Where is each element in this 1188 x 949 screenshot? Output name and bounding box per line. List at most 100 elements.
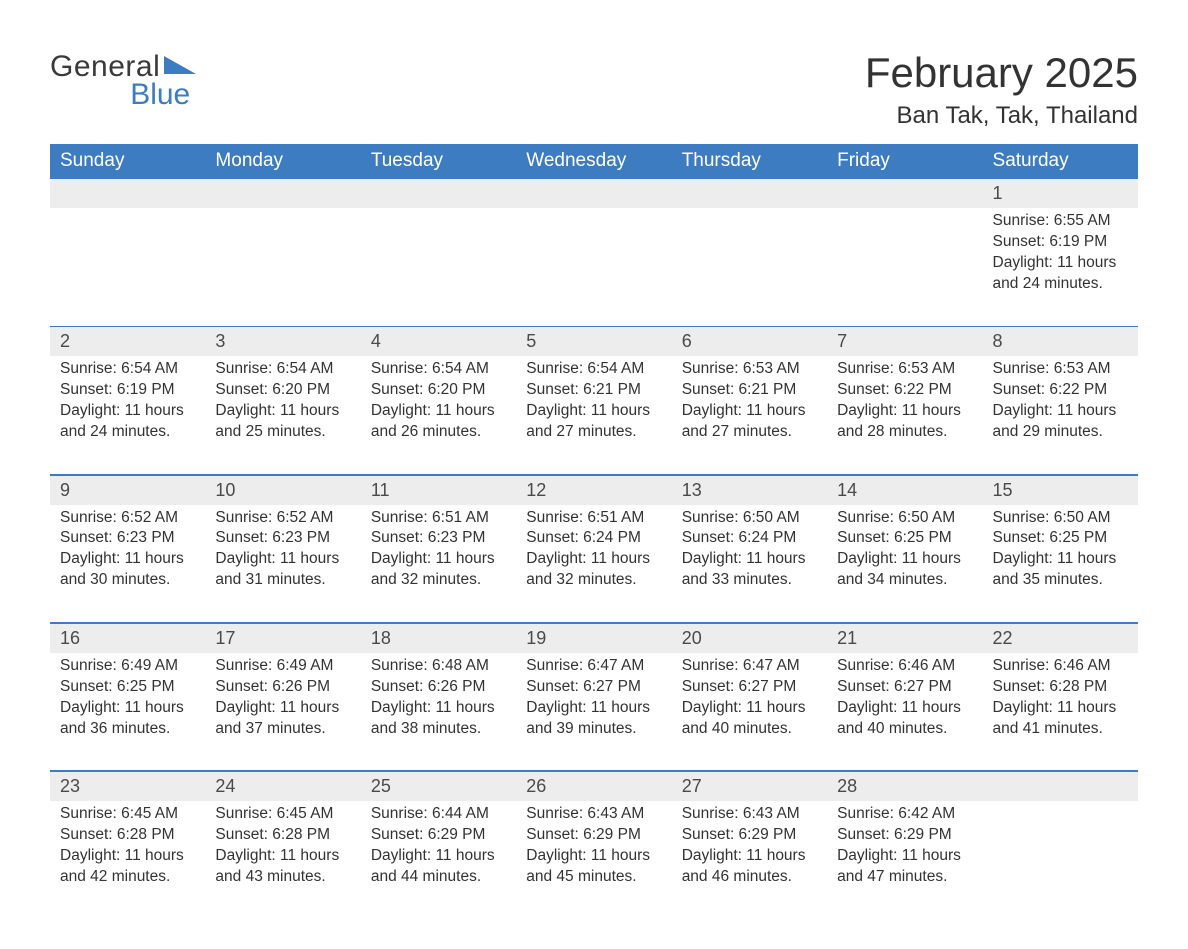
day-day1: Daylight: 11 hours (526, 698, 663, 719)
day-sunset: Sunset: 6:19 PM (60, 380, 197, 401)
day-day2: and 30 minutes. (60, 570, 197, 591)
day-details: Sunrise: 6:54 AMSunset: 6:19 PMDaylight:… (60, 359, 197, 471)
day-number: 9 (50, 476, 205, 505)
day-number-row: 16171819202122 (50, 624, 1138, 653)
day-sunset: Sunset: 6:26 PM (215, 677, 352, 698)
day-details: Sunrise: 6:55 AMSunset: 6:19 PMDaylight:… (993, 211, 1130, 323)
dow-cell: Friday (827, 144, 982, 179)
day-day2: and 27 minutes. (526, 422, 663, 443)
day-number: 23 (50, 772, 205, 801)
day-sunset: Sunset: 6:23 PM (215, 528, 352, 549)
day-sunrise: Sunrise: 6:47 AM (526, 656, 663, 677)
day-sunrise: Sunrise: 6:44 AM (371, 804, 508, 825)
day-sunrise: Sunrise: 6:49 AM (60, 656, 197, 677)
day-day1: Daylight: 11 hours (215, 549, 352, 570)
day-day2: and 28 minutes. (837, 422, 974, 443)
day-details: Sunrise: 6:46 AMSunset: 6:28 PMDaylight:… (993, 656, 1130, 768)
day-sunset: Sunset: 6:22 PM (993, 380, 1130, 401)
day-cell: Sunrise: 6:47 AMSunset: 6:27 PMDaylight:… (672, 653, 827, 771)
day-number-row: 2345678 (50, 327, 1138, 356)
day-sunset: Sunset: 6:29 PM (682, 825, 819, 846)
day-cell: Sunrise: 6:52 AMSunset: 6:23 PMDaylight:… (50, 505, 205, 623)
day-sunset: Sunset: 6:27 PM (837, 677, 974, 698)
day-cell: Sunrise: 6:49 AMSunset: 6:26 PMDaylight:… (205, 653, 360, 771)
day-of-week-header: SundayMondayTuesdayWednesdayThursdayFrid… (50, 144, 1138, 179)
week: 16171819202122Sunrise: 6:49 AMSunset: 6:… (50, 622, 1138, 770)
header: General Blue February 2025 Ban Tak, Tak,… (50, 50, 1138, 130)
day-cell: Sunrise: 6:42 AMSunset: 6:29 PMDaylight:… (827, 801, 982, 919)
day-number (361, 179, 516, 208)
day-sunset: Sunset: 6:28 PM (60, 825, 197, 846)
day-number: 12 (516, 476, 671, 505)
day-day1: Daylight: 11 hours (371, 401, 508, 422)
calendar-page: General Blue February 2025 Ban Tak, Tak,… (0, 0, 1188, 949)
day-sunrise: Sunrise: 6:54 AM (215, 359, 352, 380)
dow-cell: Saturday (983, 144, 1138, 179)
day-sunrise: Sunrise: 6:53 AM (682, 359, 819, 380)
day-day1: Daylight: 11 hours (371, 698, 508, 719)
day-number: 25 (361, 772, 516, 801)
day-details: Sunrise: 6:50 AMSunset: 6:24 PMDaylight:… (682, 508, 819, 620)
day-details-row: Sunrise: 6:54 AM Sunset: 6:19 PM Daylight:… (50, 356, 1138, 474)
day-sunset: Sunset: 6:29 PM (526, 825, 663, 846)
day-sunset: Sunset: 6:25 PM (993, 528, 1130, 549)
day-cell (50, 208, 205, 326)
day-day2: and 32 minutes. (371, 570, 508, 591)
day-number (827, 179, 982, 208)
day-cell: Sunrise: 6:53 AMSunset: 6:22 PMDaylight:… (983, 356, 1138, 474)
week: 2345678 Sunrise: 6:54 AM Sunset: 6:19 PM Da… (50, 326, 1138, 474)
day-details: Sunrise: 6:48 AMSunset: 6:26 PMDaylight:… (371, 656, 508, 768)
day-day1: Daylight: 11 hours (60, 698, 197, 719)
day-day2: and 44 minutes. (371, 867, 508, 888)
day-day1: Daylight: 11 hours (371, 846, 508, 867)
month-title: February 2025 (865, 50, 1138, 96)
day-sunrise: Sunrise: 6:54 AM (371, 359, 508, 380)
day-day2: and 25 minutes. (215, 422, 352, 443)
week: 232425262728 Sunrise: 6:45 AMSunset: 6:28… (50, 770, 1138, 918)
day-day2: and 37 minutes. (215, 719, 352, 740)
day-details-row: Sunrise: 6:55 AMSunset: 6:19 PMDaylight:… (50, 208, 1138, 326)
day-number: 26 (516, 772, 671, 801)
day-day2: and 39 minutes. (526, 719, 663, 740)
day-day2: and 36 minutes. (60, 719, 197, 740)
day-sunset: Sunset: 6:19 PM (993, 232, 1130, 253)
day-day1: Daylight: 11 hours (526, 401, 663, 422)
day-sunrise: Sunrise: 6:52 AM (215, 508, 352, 529)
day-sunset: Sunset: 6:21 PM (526, 380, 663, 401)
day-day2: and 41 minutes. (993, 719, 1130, 740)
day-day2: and 46 minutes. (682, 867, 819, 888)
day-cell (827, 208, 982, 326)
day-sunrise: Sunrise: 6:55 AM (993, 211, 1130, 232)
day-sunset: Sunset: 6:21 PM (682, 380, 819, 401)
day-sunset: Sunset: 6:23 PM (371, 528, 508, 549)
day-number: 6 (672, 327, 827, 356)
day-cell: Sunrise: 6:50 AMSunset: 6:25 PMDaylight:… (983, 505, 1138, 623)
day-details: Sunrise: 6:51 AMSunset: 6:24 PMDaylight:… (526, 508, 663, 620)
day-sunrise: Sunrise: 6:49 AM (215, 656, 352, 677)
day-sunset: Sunset: 6:25 PM (837, 528, 974, 549)
day-details-row: Sunrise: 6:45 AMSunset: 6:28 PMDaylight:… (50, 801, 1138, 919)
day-number-row: 232425262728 (50, 772, 1138, 801)
day-number: 18 (361, 624, 516, 653)
dow-cell: Tuesday (361, 144, 516, 179)
day-cell: Sunrise: 6:44 AMSunset: 6:29 PMDaylight:… (361, 801, 516, 919)
day-day1: Daylight: 11 hours (682, 401, 819, 422)
day-sunset: Sunset: 6:27 PM (682, 677, 819, 698)
location: Ban Tak, Tak, Thailand (865, 102, 1138, 130)
day-cell: Sunrise: 6:52 AMSunset: 6:23 PMDaylight:… (205, 505, 360, 623)
day-cell: Sunrise: 6:50 AMSunset: 6:25 PMDaylight:… (827, 505, 982, 623)
day-cell: Sunrise: 6:50 AMSunset: 6:24 PMDaylight:… (672, 505, 827, 623)
day-number (205, 179, 360, 208)
day-details: Sunrise: 6:54 AMSunset: 6:21 PMDaylight:… (526, 359, 663, 471)
day-day1: Daylight: 11 hours (993, 549, 1130, 570)
day-number: 19 (516, 624, 671, 653)
day-cell: Sunrise: 6:49 AMSunset: 6:25 PMDaylight:… (50, 653, 205, 771)
day-day2: and 24 minutes. (993, 274, 1130, 295)
day-number: 17 (205, 624, 360, 653)
day-details: Sunrise: 6:43 AMSunset: 6:29 PMDaylight:… (682, 804, 819, 916)
day-sunset: Sunset: 6:26 PM (371, 677, 508, 698)
day-details: Sunrise: 6:45 AMSunset: 6:28 PMDaylight:… (60, 804, 197, 916)
day-sunrise: Sunrise: 6:46 AM (837, 656, 974, 677)
day-cell: Sunrise: 6:43 AMSunset: 6:29 PMDaylight:… (672, 801, 827, 919)
day-day2: and 35 minutes. (993, 570, 1130, 591)
